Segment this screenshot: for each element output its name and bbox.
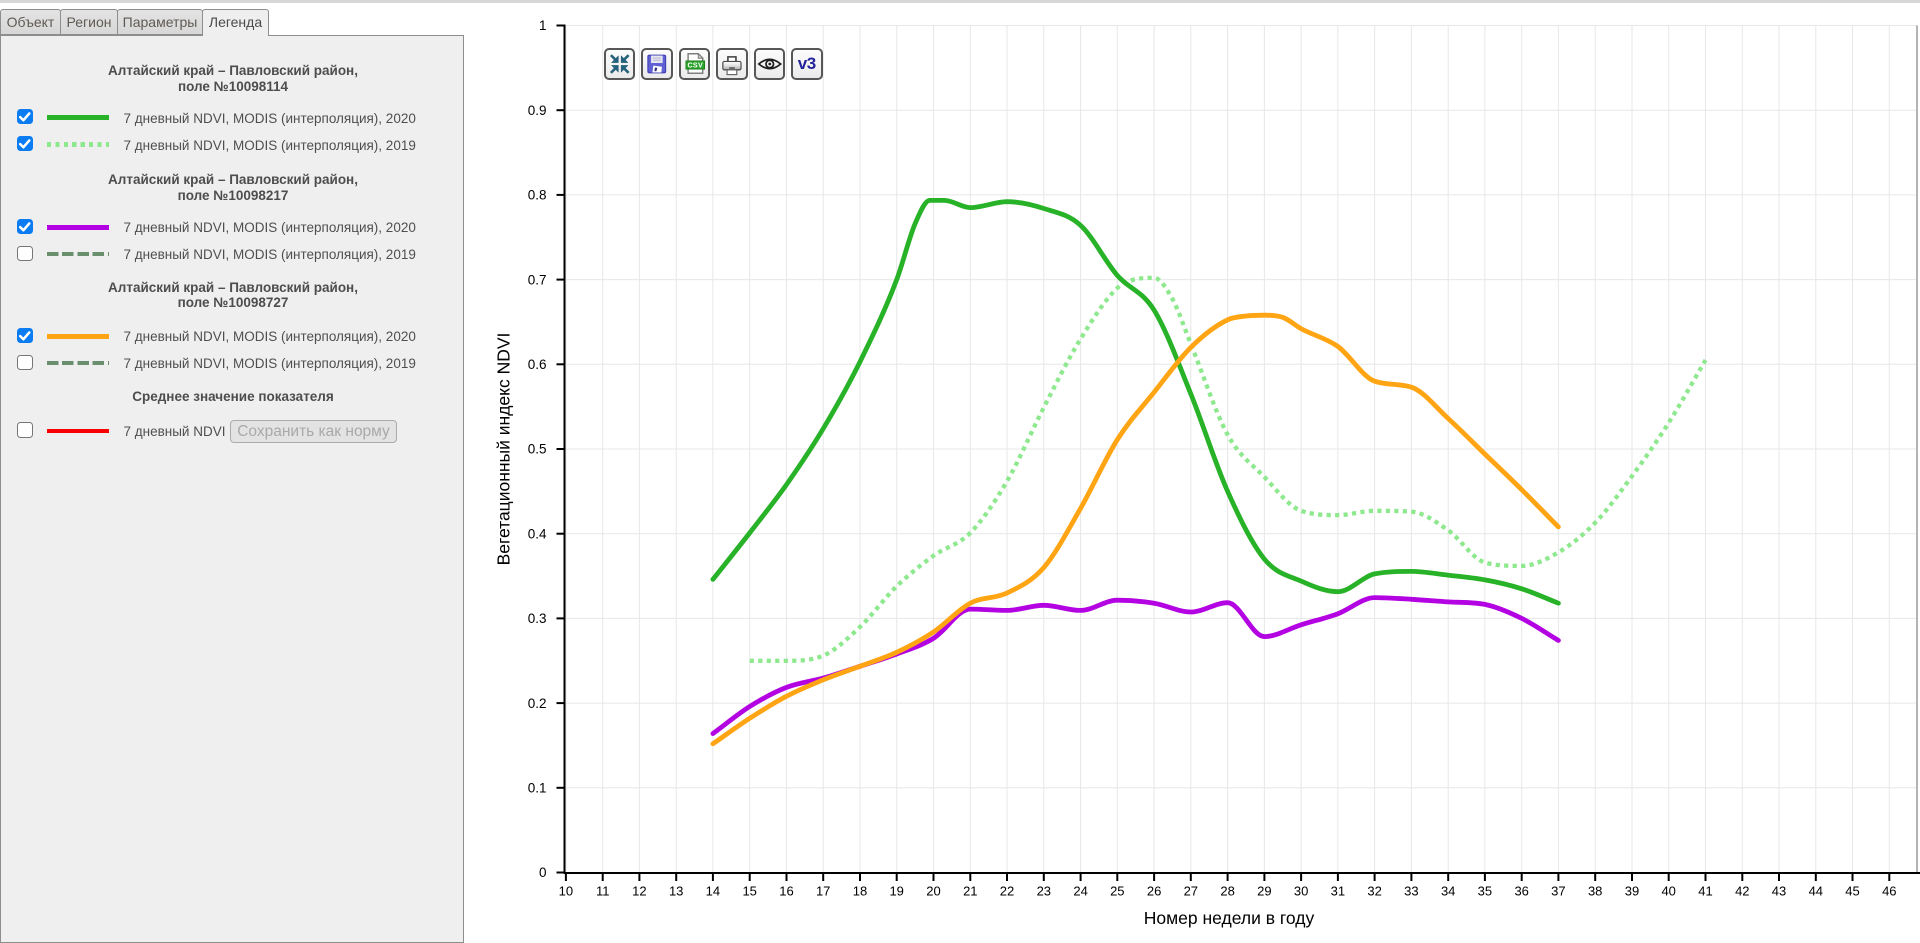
svg-text:13: 13 (669, 883, 683, 898)
svg-text:0.1: 0.1 (528, 781, 547, 796)
svg-text:37: 37 (1551, 883, 1565, 898)
svg-text:19: 19 (889, 883, 903, 898)
svg-text:44: 44 (1809, 883, 1823, 898)
svg-text:0.7: 0.7 (528, 272, 547, 287)
svg-text:39: 39 (1625, 883, 1639, 898)
svg-text:12: 12 (632, 883, 646, 898)
svg-text:24: 24 (1073, 883, 1087, 898)
svg-text:42: 42 (1735, 883, 1749, 898)
svg-text:43: 43 (1772, 883, 1786, 898)
svg-text:17: 17 (816, 883, 830, 898)
svg-text:25: 25 (1110, 883, 1124, 898)
svg-text:29: 29 (1257, 883, 1271, 898)
svg-text:0.9: 0.9 (528, 103, 547, 118)
svg-text:36: 36 (1514, 883, 1528, 898)
svg-text:0.3: 0.3 (528, 611, 547, 626)
svg-text:15: 15 (742, 883, 756, 898)
svg-text:41: 41 (1698, 883, 1712, 898)
svg-text:20: 20 (926, 883, 940, 898)
svg-text:22: 22 (1000, 883, 1014, 898)
svg-text:45: 45 (1845, 883, 1859, 898)
svg-text:Вегетационный индекс NDVI: Вегетационный индекс NDVI (494, 333, 514, 566)
svg-text:0.5: 0.5 (528, 442, 547, 457)
svg-text:28: 28 (1220, 883, 1234, 898)
svg-text:0.8: 0.8 (528, 188, 547, 203)
svg-text:14: 14 (706, 883, 720, 898)
svg-text:0.4: 0.4 (528, 526, 547, 541)
svg-text:27: 27 (1184, 883, 1198, 898)
svg-text:26: 26 (1147, 883, 1161, 898)
svg-text:0.2: 0.2 (528, 696, 547, 711)
svg-text:40: 40 (1661, 883, 1675, 898)
svg-text:11: 11 (596, 883, 610, 898)
svg-text:21: 21 (963, 883, 977, 898)
svg-text:23: 23 (1037, 883, 1051, 898)
svg-text:33: 33 (1404, 883, 1418, 898)
svg-text:30: 30 (1294, 883, 1308, 898)
svg-text:1: 1 (539, 18, 547, 33)
svg-text:35: 35 (1478, 883, 1492, 898)
svg-text:Номер недели в году: Номер недели в году (1144, 908, 1315, 928)
svg-text:18: 18 (853, 883, 867, 898)
svg-text:46: 46 (1882, 883, 1896, 898)
svg-text:0.6: 0.6 (528, 357, 547, 372)
svg-text:CSV: CSV (687, 62, 703, 70)
svg-text:0: 0 (539, 865, 547, 880)
svg-text:10: 10 (559, 883, 573, 898)
svg-text:32: 32 (1367, 883, 1381, 898)
svg-text:38: 38 (1588, 883, 1602, 898)
svg-text:16: 16 (779, 883, 793, 898)
svg-text:34: 34 (1441, 883, 1455, 898)
svg-text:31: 31 (1331, 883, 1345, 898)
